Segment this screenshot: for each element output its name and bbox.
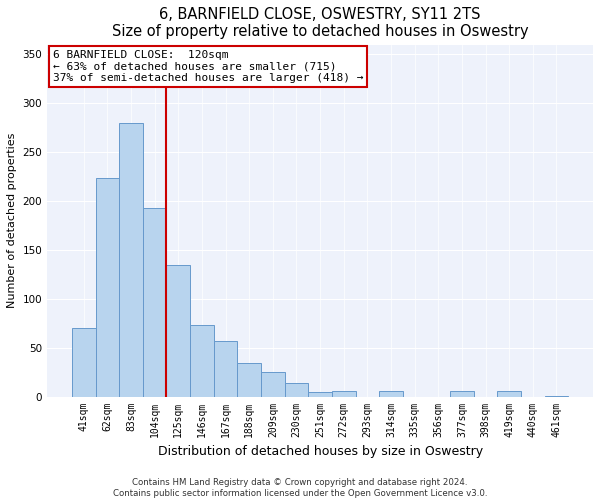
Bar bbox=[238, 364, 261, 396]
Bar bbox=[190, 325, 214, 396]
Bar bbox=[332, 390, 356, 396]
Bar bbox=[497, 390, 521, 396]
Bar bbox=[261, 372, 284, 396]
Bar bbox=[308, 392, 332, 396]
Bar bbox=[95, 178, 119, 396]
Bar bbox=[119, 123, 143, 396]
Bar bbox=[284, 383, 308, 396]
Bar bbox=[450, 390, 474, 396]
Y-axis label: Number of detached properties: Number of detached properties bbox=[7, 133, 17, 308]
Bar bbox=[214, 341, 238, 396]
X-axis label: Distribution of detached houses by size in Oswestry: Distribution of detached houses by size … bbox=[158, 445, 482, 458]
Text: Contains HM Land Registry data © Crown copyright and database right 2024.
Contai: Contains HM Land Registry data © Crown c… bbox=[113, 478, 487, 498]
Text: 6 BARNFIELD CLOSE:  120sqm
← 63% of detached houses are smaller (715)
37% of sem: 6 BARNFIELD CLOSE: 120sqm ← 63% of detac… bbox=[53, 50, 363, 83]
Bar bbox=[379, 390, 403, 396]
Bar bbox=[166, 264, 190, 396]
Title: 6, BARNFIELD CLOSE, OSWESTRY, SY11 2TS
Size of property relative to detached hou: 6, BARNFIELD CLOSE, OSWESTRY, SY11 2TS S… bbox=[112, 7, 529, 40]
Bar bbox=[143, 208, 166, 396]
Bar bbox=[72, 328, 95, 396]
